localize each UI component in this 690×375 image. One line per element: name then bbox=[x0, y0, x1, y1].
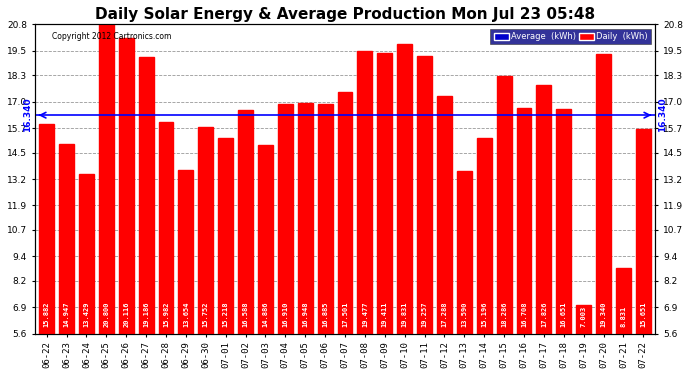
Bar bbox=[139, 57, 154, 333]
Bar bbox=[457, 171, 472, 333]
Bar bbox=[556, 109, 571, 333]
Bar bbox=[198, 127, 213, 333]
Text: 17.288: 17.288 bbox=[442, 302, 447, 327]
Text: 15.982: 15.982 bbox=[163, 302, 169, 327]
Text: 19.831: 19.831 bbox=[402, 302, 408, 327]
Bar bbox=[517, 108, 531, 333]
Text: 18.286: 18.286 bbox=[501, 302, 507, 327]
Text: 15.218: 15.218 bbox=[223, 302, 228, 327]
Text: 13.654: 13.654 bbox=[183, 302, 189, 327]
Bar bbox=[377, 53, 392, 333]
Bar bbox=[437, 96, 452, 333]
Text: 16.910: 16.910 bbox=[282, 302, 288, 327]
Text: 17.501: 17.501 bbox=[342, 302, 348, 327]
Title: Daily Solar Energy & Average Production Mon Jul 23 05:48: Daily Solar Energy & Average Production … bbox=[95, 7, 595, 22]
Text: 13.429: 13.429 bbox=[83, 302, 90, 327]
Bar bbox=[357, 51, 373, 333]
Text: Copyright 2012 Cartronics.com: Copyright 2012 Cartronics.com bbox=[52, 32, 171, 41]
Bar bbox=[258, 145, 273, 333]
Bar bbox=[317, 104, 333, 333]
Text: 19.186: 19.186 bbox=[143, 302, 149, 327]
Text: 16.651: 16.651 bbox=[561, 302, 566, 327]
Text: 20.116: 20.116 bbox=[124, 302, 129, 327]
Text: 16.708: 16.708 bbox=[521, 302, 527, 327]
Bar bbox=[159, 123, 173, 333]
Text: 19.340: 19.340 bbox=[600, 302, 607, 327]
Bar bbox=[576, 305, 591, 333]
Text: 13.590: 13.590 bbox=[462, 302, 467, 327]
Text: 17.826: 17.826 bbox=[541, 302, 547, 327]
Bar bbox=[298, 103, 313, 333]
Bar bbox=[79, 174, 94, 333]
Bar bbox=[497, 76, 511, 333]
Text: 8.831: 8.831 bbox=[620, 306, 627, 327]
Text: 16.885: 16.885 bbox=[322, 302, 328, 327]
Text: 16.588: 16.588 bbox=[243, 302, 248, 327]
Bar bbox=[337, 92, 353, 333]
Bar bbox=[397, 44, 412, 333]
Text: 19.257: 19.257 bbox=[422, 302, 428, 327]
Bar bbox=[218, 138, 233, 333]
Text: 15.196: 15.196 bbox=[481, 302, 487, 327]
Text: 15.752: 15.752 bbox=[203, 302, 209, 327]
Text: 16.948: 16.948 bbox=[302, 302, 308, 327]
Legend: Average  (kWh), Daily  (kWh): Average (kWh), Daily (kWh) bbox=[491, 28, 651, 44]
Text: 15.651: 15.651 bbox=[640, 302, 647, 327]
Text: 16.340: 16.340 bbox=[658, 98, 667, 132]
Bar bbox=[39, 124, 54, 333]
Bar bbox=[616, 268, 631, 333]
Bar bbox=[536, 85, 551, 333]
Text: 16.340: 16.340 bbox=[23, 98, 32, 132]
Bar bbox=[596, 54, 611, 333]
Text: 19.477: 19.477 bbox=[362, 302, 368, 327]
Text: 15.882: 15.882 bbox=[43, 302, 50, 327]
Text: 14.886: 14.886 bbox=[262, 302, 268, 327]
Bar bbox=[636, 129, 651, 333]
Bar bbox=[99, 24, 114, 333]
Text: 19.411: 19.411 bbox=[382, 302, 388, 327]
Bar bbox=[417, 56, 432, 333]
Bar bbox=[59, 144, 74, 333]
Text: 20.800: 20.800 bbox=[104, 302, 109, 327]
Bar bbox=[477, 138, 492, 333]
Bar bbox=[238, 110, 253, 333]
Bar bbox=[119, 38, 134, 333]
Bar bbox=[278, 104, 293, 333]
Text: 14.947: 14.947 bbox=[63, 302, 70, 327]
Bar bbox=[179, 170, 193, 333]
Text: 7.003: 7.003 bbox=[581, 306, 586, 327]
